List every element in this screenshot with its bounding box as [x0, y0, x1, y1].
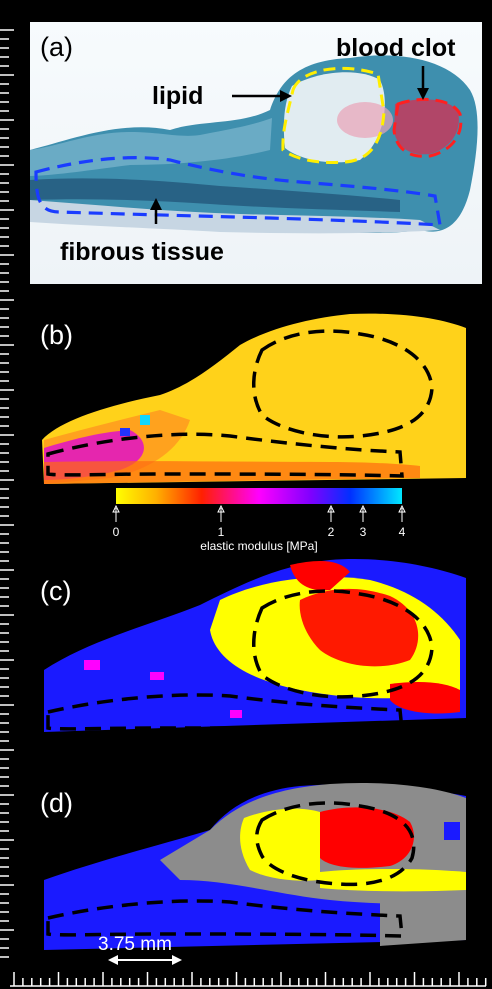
classification-map-red-region: [299, 588, 419, 667]
bottom-ruler: [10, 972, 487, 987]
classification-map-magenta-2: [150, 672, 164, 680]
classification-map-red-patch-2: [290, 560, 350, 591]
panel-c-label: (c): [40, 576, 71, 606]
segmented-map-red-region: [320, 807, 414, 868]
left-ruler: [0, 29, 14, 958]
clot-outline: [392, 97, 463, 158]
panel-d-label: (d): [40, 788, 73, 818]
scale-bar-label: 3.75 mm: [98, 934, 172, 955]
segmented-map-gray-lower: [380, 896, 466, 946]
fibrous-outline: [34, 156, 442, 227]
panel-c: (c): [40, 559, 466, 732]
lipid-outline: [281, 66, 386, 164]
classification-map-lipid-contour: [252, 589, 434, 699]
modulus-map-blue-spot: [120, 428, 130, 436]
colorbar-tick-label: 2: [328, 525, 335, 539]
blood-clot-annotation: blood clot: [336, 34, 456, 62]
fibrous-arrowhead: [150, 198, 162, 210]
modulus-map-fibrous-contour: [46, 432, 404, 478]
colorbar-gradient: [116, 488, 402, 504]
clot-arrowhead: [417, 88, 429, 100]
scale-bar: 3.75 mm: [98, 934, 182, 965]
colorbar-tick-label: 3: [360, 525, 367, 539]
modulus-map-bottom-band: [44, 461, 420, 484]
panel-a: (a) lipid blood clot fibrous tissue: [30, 22, 482, 284]
scale-bar-left-arrowhead: [108, 955, 118, 965]
colorbar-tick-label: 4: [399, 525, 406, 539]
scale-bar-right-arrowhead: [172, 955, 182, 965]
panel-d: (d): [40, 782, 466, 950]
panel-b-label: (b): [40, 320, 73, 350]
histology-lipid-area: [283, 72, 385, 163]
classification-map-red-patch-3: [390, 682, 460, 714]
colorbar-tick-arrowhead: [398, 504, 406, 513]
classification-map-fibrous-contour: [46, 693, 404, 732]
histology-dark-band: [30, 178, 400, 212]
colorbar-tick-arrowhead: [327, 504, 335, 513]
colorbar: 0 1 2 3 4 elastic modulus [MPa]: [112, 488, 406, 553]
panel-a-label: (a): [40, 32, 73, 62]
colorbar-tick-label: 0: [113, 525, 120, 539]
colorbar-tick-arrowhead: [112, 504, 120, 513]
colorbar-tick-label: 1: [218, 525, 225, 539]
colorbar-ticks: 0 1 2 3 4: [112, 504, 406, 539]
segmented-map-fibrous-contour: [46, 899, 404, 938]
histology-clot-pink: [337, 102, 393, 138]
colorbar-tick-arrowhead: [217, 504, 225, 513]
modulus-map-cyan-spot: [140, 415, 150, 425]
modulus-map-lipid-contour: [252, 329, 434, 439]
colorbar-tick-arrowhead: [359, 504, 367, 513]
classification-map-magenta-3: [230, 710, 242, 718]
segmented-map-yellow-band: [320, 869, 466, 892]
colorbar-title: elastic modulus [MPa]: [200, 539, 317, 553]
fibrous-tissue-annotation: fibrous tissue: [60, 238, 224, 266]
histology-clot-area: [394, 99, 459, 155]
classification-map-magenta-1: [84, 660, 100, 670]
lipid-arrowhead: [280, 90, 292, 102]
segmented-map-lipid-contour: [255, 801, 416, 887]
segmented-map-blue-spot: [444, 822, 460, 840]
lipid-annotation: lipid: [152, 82, 203, 110]
panel-b: (b): [40, 313, 466, 484]
